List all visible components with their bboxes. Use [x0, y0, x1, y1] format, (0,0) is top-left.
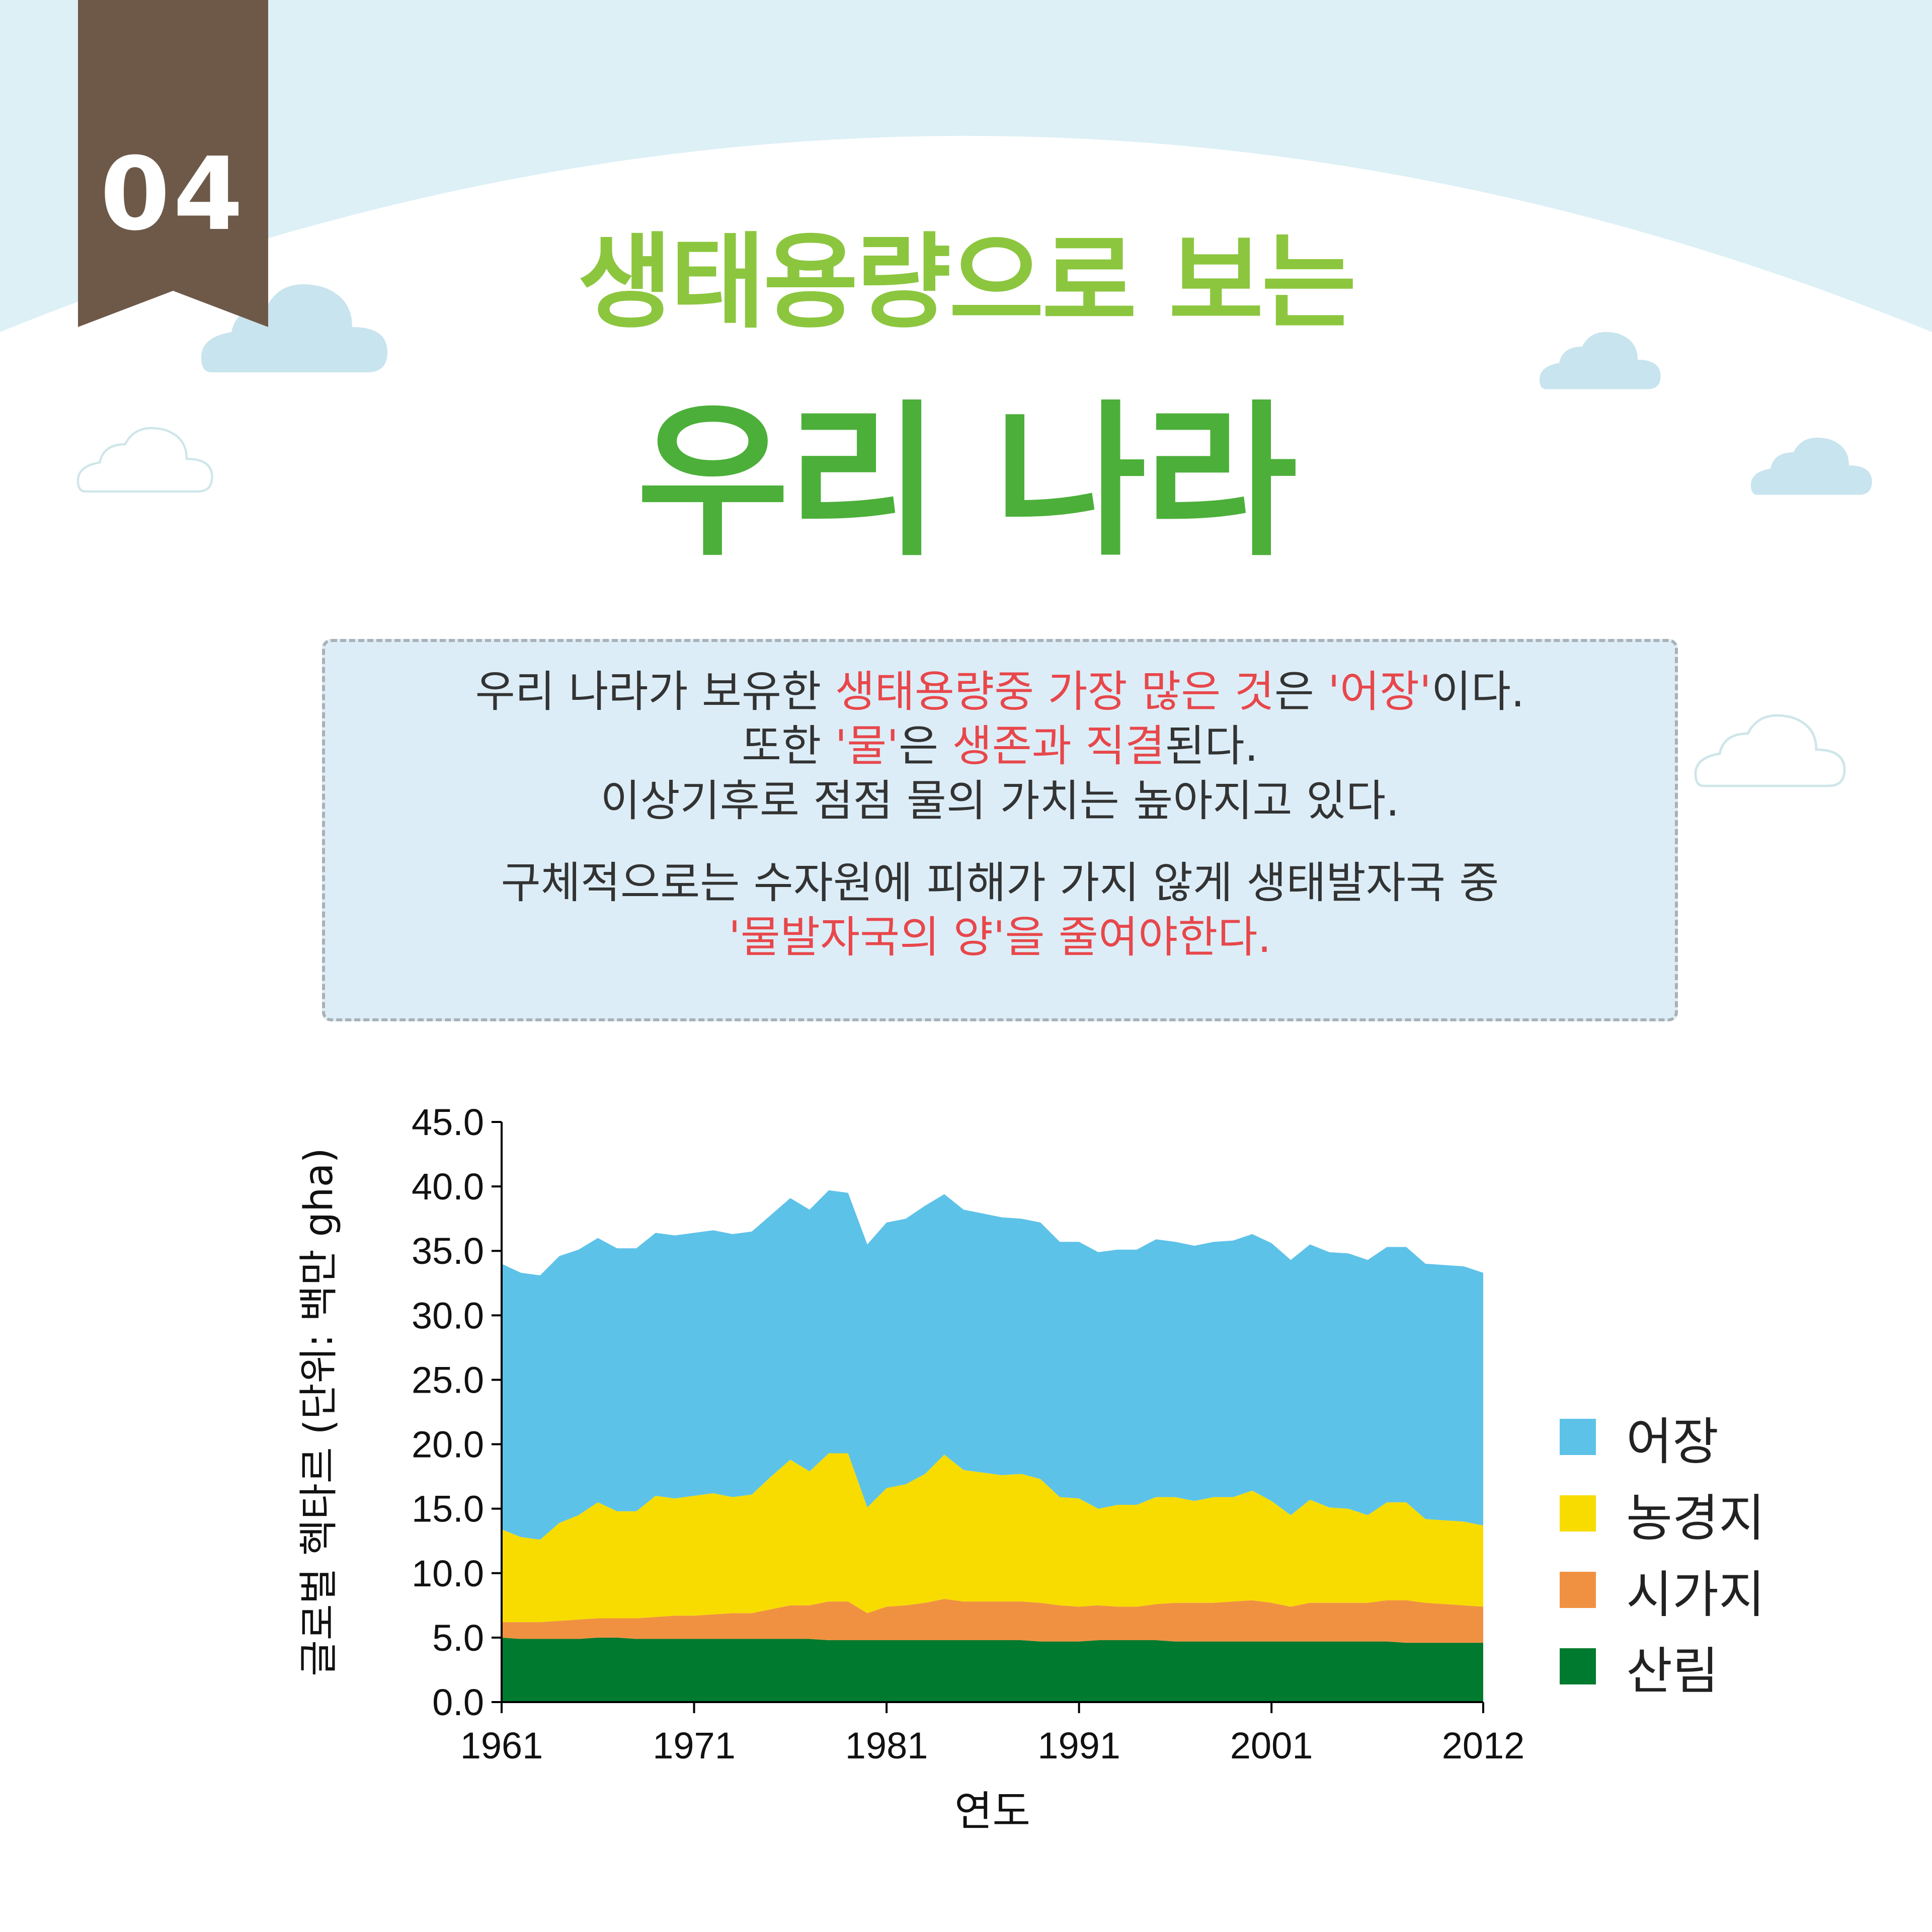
info-text: 또한	[742, 721, 835, 772]
legend-swatch	[1560, 1648, 1596, 1684]
legend-label: 농경지	[1626, 1488, 1765, 1548]
highlight-text: '물'	[835, 721, 899, 772]
legend-item: 시가지	[1560, 1552, 1765, 1628]
highlight-text: 생태용량중 가장 많은 것	[835, 667, 1274, 717]
info-paragraph-1: 우리 나라가 보유한 생태용량중 가장 많은 것은 '어장'이다. 또한 '물'은…	[325, 665, 1675, 828]
info-text: 구체적으로는 수자원에 피해가 가지 않게 생태발자국 중	[501, 858, 1499, 909]
y-tick-label: 20.0	[412, 1424, 484, 1466]
info-text: 이상기후로 점점 물의 가치는 높아지고 있다.	[600, 775, 1400, 826]
x-tick-label: 1971	[653, 1725, 736, 1766]
legend-label: 시가지	[1626, 1565, 1765, 1624]
ecological-capacity-chart: 45.040.035.030.025.020.015.010.05.00.019…	[296, 1101, 1525, 1835]
info-line: 구체적으로는 수자원에 피해가 가지 않게 생태발자국 중	[325, 856, 1675, 910]
page-subtitle: 생태용량으로 보는	[577, 223, 1356, 343]
y-tick-label: 5.0	[432, 1617, 484, 1659]
info-text: 은	[899, 721, 952, 772]
y-tick-label: 30.0	[412, 1295, 484, 1336]
area-series-0	[502, 1637, 1483, 1702]
y-tick-label: 35.0	[412, 1230, 484, 1272]
cloud-icon	[1751, 437, 1872, 495]
info-paragraph-2: 구체적으로는 수자원에 피해가 가지 않게 생태발자국 중 '물발자국의 양'을 …	[325, 856, 1675, 965]
info-box: 우리 나라가 보유한 생태용량중 가장 많은 것은 '어장'이다. 또한 '물'은…	[322, 639, 1678, 1021]
y-tick-label: 15.0	[412, 1488, 484, 1530]
section-number: 04	[100, 136, 247, 253]
x-axis-label: 연도	[954, 1788, 1030, 1835]
legend-label: 어장	[1626, 1412, 1719, 1471]
y-tick-label: 10.0	[412, 1553, 484, 1594]
legend-swatch	[1560, 1495, 1596, 1532]
legend-swatch	[1560, 1572, 1596, 1608]
legend-item: 어장	[1560, 1399, 1765, 1475]
y-tick-label: 0.0	[432, 1681, 484, 1723]
y-tick-label: 25.0	[412, 1359, 484, 1401]
legend-label: 산림	[1626, 1641, 1719, 1701]
cloud-icon	[201, 284, 387, 372]
x-tick-label: 1981	[845, 1725, 928, 1766]
info-line: 우리 나라가 보유한 생태용량중 가장 많은 것은 '어장'이다.	[325, 665, 1675, 719]
info-text: 은	[1274, 667, 1328, 717]
cloud-icon	[1540, 332, 1661, 389]
legend-item: 산림	[1560, 1628, 1765, 1705]
legend-swatch	[1560, 1419, 1596, 1455]
section-badge	[78, 0, 268, 327]
highlight-text: 생존과 직결	[952, 721, 1165, 772]
y-tick-label: 40.0	[412, 1166, 484, 1208]
legend-item: 농경지	[1560, 1475, 1765, 1552]
info-line: 또한 '물'은 생존과 직결된다.	[325, 719, 1675, 773]
x-tick-label: 2001	[1230, 1725, 1313, 1766]
info-text: 우리 나라가 보유한	[475, 667, 835, 717]
y-tick-label: 45.0	[412, 1101, 484, 1143]
x-tick-label: 1991	[1037, 1725, 1120, 1766]
x-tick-label: 1961	[460, 1725, 543, 1766]
page-title: 우리 나라	[636, 385, 1297, 579]
area-series-1	[502, 1599, 1483, 1643]
info-line: '물발자국의 양'을 줄여야한다.	[325, 910, 1675, 964]
x-tick-label: 2012	[1442, 1725, 1525, 1766]
info-text: 된다.	[1165, 721, 1258, 772]
info-text: 이다.	[1431, 667, 1525, 717]
y-axis-label: 글로벌 헥타르 (단위: 백만 gha)	[296, 1148, 342, 1676]
highlight-text: '어장'	[1328, 667, 1431, 717]
highlight-text: '물발자국의 양'을 줄여야한다.	[729, 912, 1271, 963]
cloud-outline-icon	[1694, 714, 1846, 787]
cloud-outline-icon	[76, 427, 213, 493]
area-series-3	[502, 1190, 1483, 1540]
info-line: 이상기후로 점점 물의 가치는 높아지고 있다.	[325, 774, 1675, 828]
